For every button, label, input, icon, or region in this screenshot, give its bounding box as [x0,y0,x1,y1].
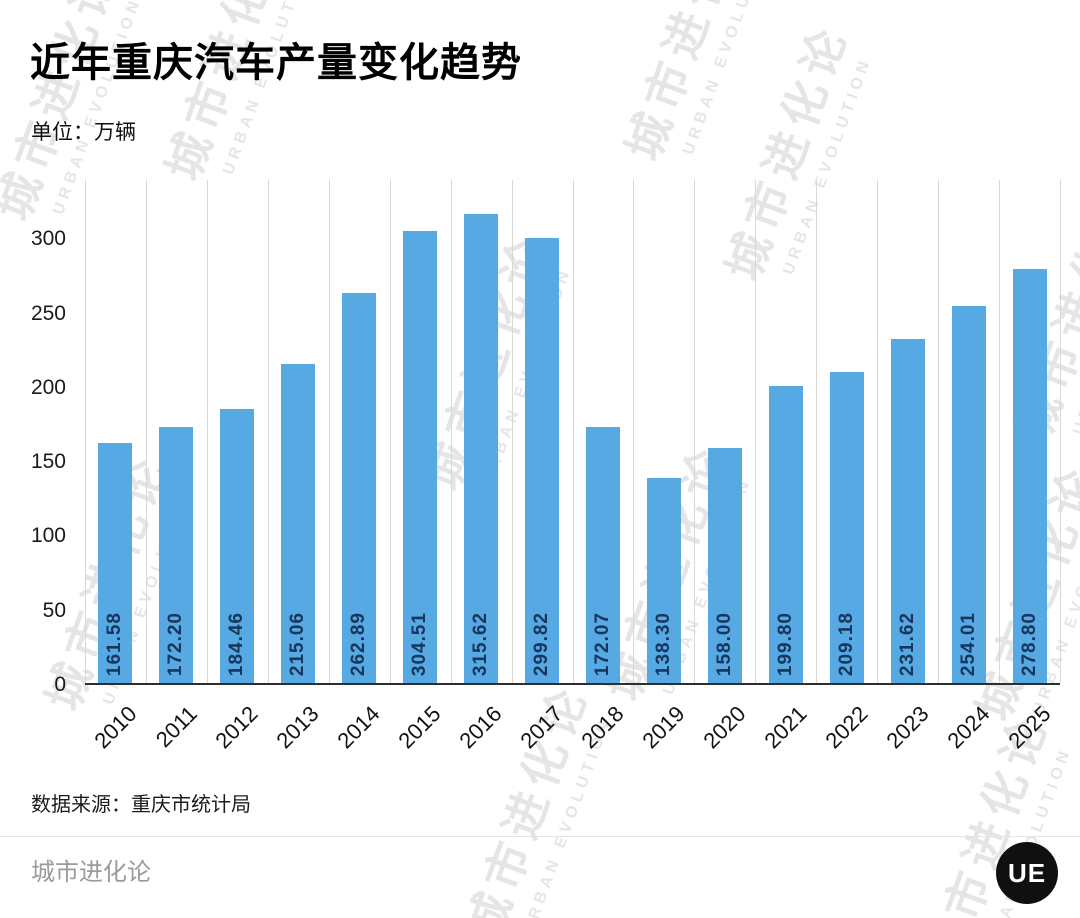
gridline [390,180,391,683]
bar-value-label: 161.58 [104,611,126,676]
y-tick-50: 50 [42,598,66,622]
gridline [938,180,939,683]
x-axis: 2010 2011 2012 2013 2014 2015 2016 2017 2018 2019… [85,689,1060,781]
bar-2021: 199.80 [768,386,803,683]
bar-value-label: 254.01 [957,611,979,676]
ue-logo-text: UE [1007,857,1047,888]
x-label-2019: 2019 [637,701,690,754]
x-label-2024: 2024 [941,701,995,754]
footer-brand: 城市进化论 [31,859,151,886]
footer-divider [0,836,1080,837]
bar-2024: 254.01 [951,305,986,683]
bar-value-label: 262.89 [348,611,370,676]
gridline [573,180,574,683]
bar-2011: 172.20 [159,427,194,683]
bar-value-label: 138.30 [652,611,674,676]
x-label-2022: 2022 [820,701,873,754]
chart-title: 近年重庆汽车产量变化趋势 [30,41,522,85]
x-label-2025: 2025 [1002,701,1056,754]
bar-value-label: 278.80 [1018,611,1040,676]
x-label-2014: 2014 [332,701,385,754]
gridline [633,180,634,683]
gridline [85,180,86,683]
y-tick-250: 250 [30,301,66,325]
y-tick-300: 300 [30,227,66,251]
gridline [207,180,208,683]
bar-2010: 161.58 [98,443,133,683]
gridline [755,180,756,683]
watermark-en: URBAN EVOLUTION [1070,215,1080,438]
bar-value-label: 158.00 [713,611,735,676]
bar-2020: 158.00 [707,448,742,683]
watermark-en: URBAN EVOLUTION [680,0,775,158]
watermark-cn: 城市进化论 [156,0,299,188]
x-label-2017: 2017 [515,701,568,754]
bar-value-label: 172.07 [591,611,613,676]
x-label-2016: 2016 [454,701,507,754]
bar-2018: 172.07 [585,427,620,683]
watermark-cn: 城市进化论 [616,0,759,168]
x-label-2012: 2012 [210,701,264,754]
bar-2013: 215.06 [281,363,316,683]
bar-value-label: 184.46 [226,611,248,676]
y-tick-200: 200 [30,375,66,399]
x-label-2021: 2021 [759,701,812,754]
bar-2014: 262.89 [342,292,377,683]
bar-2023: 231.62 [890,338,925,683]
x-label-2020: 2020 [698,701,751,754]
y-tick-100: 100 [30,524,66,548]
gridline [816,180,817,683]
bar-value-label: 231.62 [896,611,918,676]
bar-2016: 315.62 [464,214,499,683]
gridline [999,180,1000,683]
bar-2015: 304.51 [403,230,438,683]
x-label-2010: 2010 [88,701,142,754]
y-tick-0: 0 [54,673,66,696]
gridline [329,180,330,683]
gridline [512,180,513,683]
bar-2012: 184.46 [220,409,255,683]
x-label-2011: 2011 [150,701,203,753]
x-label-2023: 2023 [881,701,934,754]
gridline [1060,180,1061,683]
bar-value-label: 304.51 [409,611,431,676]
bar-2017: 299.82 [525,237,560,683]
gridline [877,180,878,683]
x-label-2015: 2015 [393,701,446,754]
gridline [694,180,695,683]
bar-2022: 209.18 [829,372,864,683]
bar-value-label: 199.80 [774,611,796,676]
gridline [451,180,452,683]
bar-value-label: 315.62 [470,611,492,676]
source-label: 数据来源：重庆市统计局 [31,794,251,816]
bar-2019: 138.30 [646,477,681,683]
y-axis: 0 50 100 150 200 250 300 [14,180,76,696]
gridline [146,180,147,683]
x-label-2018: 2018 [576,701,629,754]
ue-logo: UE [996,842,1058,904]
bar-value-label: 209.18 [835,611,857,676]
bar-value-label: 215.06 [287,611,309,676]
unit-label: 单位：万辆 [31,121,136,144]
bar-value-label: 299.82 [531,611,553,676]
gridline [268,180,269,683]
bar-2025: 278.80 [1012,268,1047,683]
plot-area: 161.58 172.20 184.46 215.06 262.89 304.51 315.… [85,180,1061,685]
x-label-2013: 2013 [271,701,324,754]
bar-value-label: 172.20 [165,611,187,676]
y-tick-150: 150 [30,450,66,474]
